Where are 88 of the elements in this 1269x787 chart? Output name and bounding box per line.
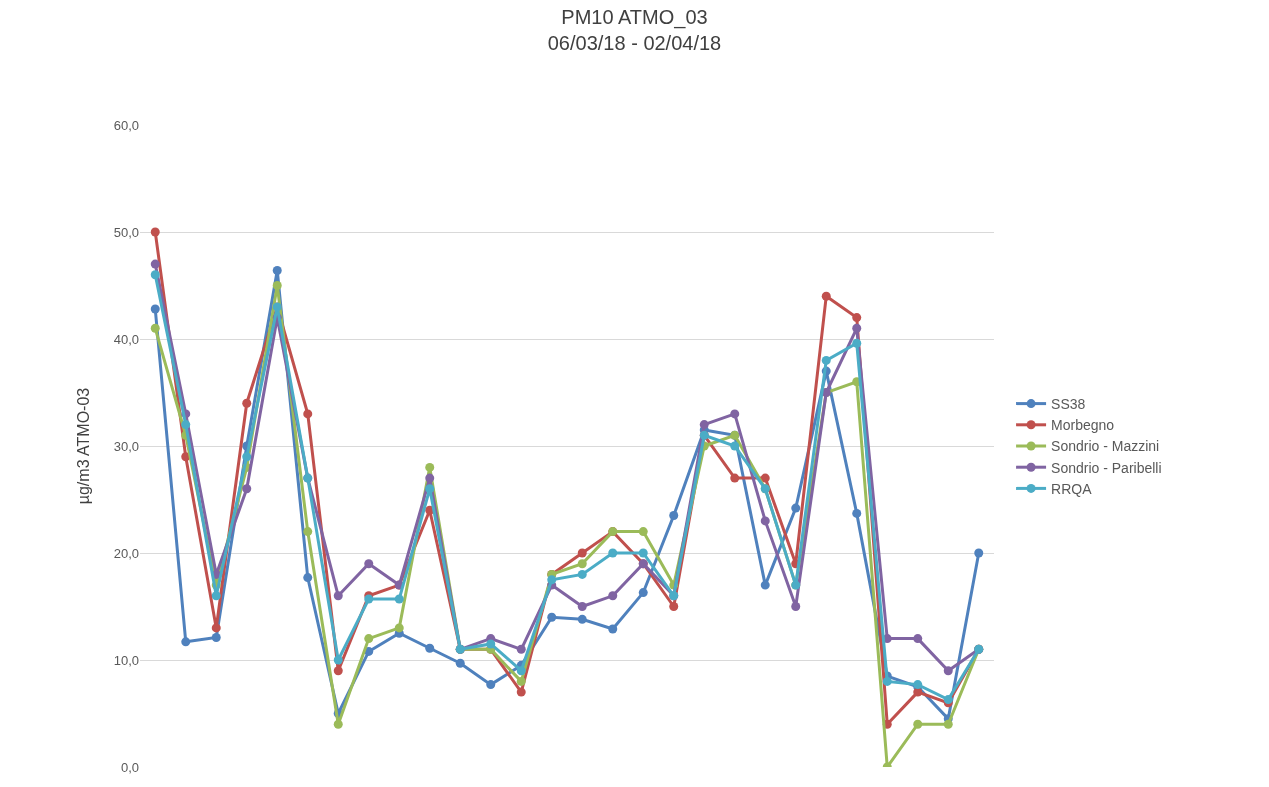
point bbox=[425, 473, 435, 483]
point bbox=[577, 602, 587, 611]
point bbox=[181, 420, 191, 430]
point bbox=[608, 548, 618, 558]
point bbox=[730, 409, 740, 419]
point bbox=[669, 511, 679, 521]
point bbox=[272, 281, 282, 290]
point bbox=[913, 687, 923, 697]
point bbox=[211, 591, 221, 601]
point bbox=[638, 548, 648, 558]
point bbox=[974, 548, 984, 558]
legend-label: SS38 bbox=[1051, 396, 1086, 413]
point bbox=[730, 473, 740, 483]
point bbox=[852, 338, 862, 348]
point bbox=[943, 666, 953, 676]
point bbox=[425, 462, 435, 472]
point bbox=[760, 516, 770, 526]
point bbox=[333, 655, 343, 665]
point bbox=[913, 634, 923, 644]
legend-label: RRQA bbox=[1051, 480, 1093, 497]
point bbox=[486, 639, 496, 649]
point bbox=[394, 594, 404, 604]
point bbox=[516, 676, 526, 686]
point bbox=[699, 420, 709, 430]
point bbox=[303, 573, 313, 583]
point bbox=[455, 658, 465, 668]
point bbox=[638, 527, 648, 537]
y-axis-title: µg/m3 ATMO-03 bbox=[74, 387, 92, 505]
point bbox=[272, 266, 282, 276]
point bbox=[791, 602, 801, 611]
point bbox=[181, 637, 191, 647]
legend-label: Sondrio - Paribelli bbox=[1051, 459, 1162, 476]
point bbox=[577, 569, 587, 579]
legend-label: Sondrio - Mazzini bbox=[1051, 438, 1160, 455]
point bbox=[760, 580, 770, 590]
point bbox=[242, 484, 252, 494]
point bbox=[150, 304, 160, 314]
point bbox=[547, 575, 557, 585]
point bbox=[821, 355, 831, 365]
y-tick-label: 10,0 bbox=[113, 652, 139, 668]
point bbox=[760, 473, 770, 483]
point bbox=[242, 452, 252, 462]
point bbox=[364, 634, 374, 644]
point bbox=[577, 559, 587, 569]
point bbox=[394, 623, 404, 633]
point bbox=[516, 666, 526, 676]
point bbox=[150, 259, 160, 269]
point bbox=[333, 719, 343, 729]
point bbox=[425, 484, 435, 494]
point bbox=[303, 527, 313, 537]
point bbox=[211, 623, 221, 633]
point bbox=[211, 633, 221, 643]
point bbox=[333, 591, 343, 601]
point bbox=[425, 643, 435, 653]
point bbox=[943, 719, 953, 729]
point bbox=[882, 676, 892, 686]
point bbox=[608, 624, 618, 634]
point bbox=[150, 323, 160, 333]
y-tick-label: 40,0 bbox=[113, 331, 139, 347]
y-tick-label: 60,0 bbox=[113, 117, 139, 133]
point bbox=[913, 719, 923, 729]
point bbox=[730, 441, 740, 451]
chart-title: PM10 ATMO_03 06/03/18 - 02/04/18 bbox=[547, 5, 722, 54]
point bbox=[852, 508, 862, 518]
point bbox=[577, 548, 587, 558]
point bbox=[333, 666, 343, 676]
point bbox=[486, 680, 496, 690]
point bbox=[791, 503, 801, 513]
point bbox=[608, 591, 618, 601]
point bbox=[516, 644, 526, 654]
point bbox=[242, 398, 252, 408]
y-tick-label: 20,0 bbox=[113, 545, 139, 561]
legend-label: Morbegno bbox=[1051, 417, 1115, 434]
point bbox=[303, 409, 313, 419]
point bbox=[150, 227, 160, 237]
point bbox=[516, 687, 526, 697]
point bbox=[821, 291, 831, 301]
point bbox=[852, 323, 862, 333]
point bbox=[638, 588, 648, 598]
y-tick-label: 30,0 bbox=[113, 438, 139, 454]
point bbox=[364, 559, 374, 569]
y-tick-label: 50,0 bbox=[113, 224, 139, 240]
point bbox=[577, 614, 587, 624]
point bbox=[547, 612, 557, 622]
point bbox=[669, 602, 679, 611]
y-tick-label: 0,0 bbox=[120, 759, 139, 775]
point bbox=[852, 313, 862, 323]
point bbox=[150, 270, 160, 280]
